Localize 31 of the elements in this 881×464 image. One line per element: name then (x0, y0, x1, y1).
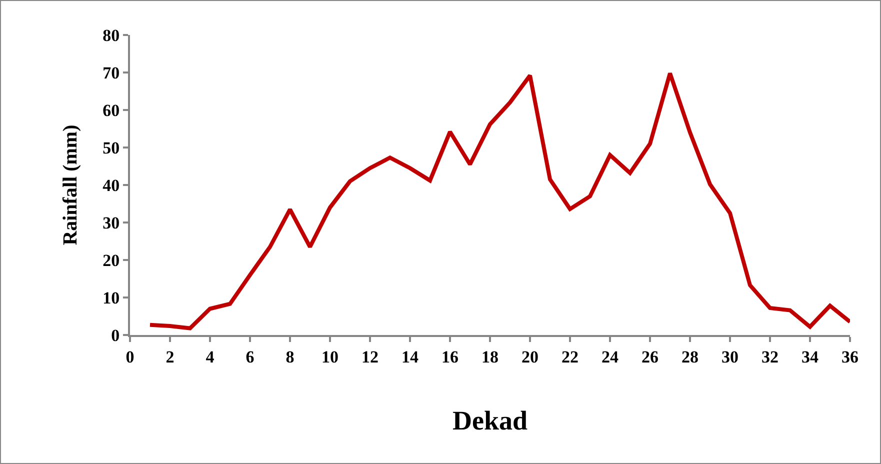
y-tick-label: 0 (111, 326, 120, 345)
y-axis-title: Rainfall (mm) (60, 124, 82, 246)
x-tick-label: 2 (166, 347, 174, 366)
x-tick-label: 14 (402, 347, 419, 366)
y-tick-label: 70 (102, 63, 120, 82)
x-tick-label: 30 (722, 347, 738, 366)
x-tick-label: 26 (642, 347, 658, 366)
x-tick-label: 22 (562, 347, 578, 366)
y-tick-label: 40 (102, 176, 120, 195)
y-tick-label: 50 (102, 138, 120, 158)
x-tick-label: 36 (842, 347, 858, 366)
x-axis-title: Dekad (452, 405, 528, 436)
x-tick-label: 32 (762, 347, 778, 366)
y-tick-label: 10 (102, 288, 120, 308)
x-tick-label: 8 (286, 347, 294, 366)
x-tick-label: 0 (126, 347, 134, 366)
x-tick-label: 18 (482, 347, 498, 366)
x-tick-label: 6 (246, 347, 254, 366)
y-tick-label: 60 (102, 100, 120, 120)
y-tick-label: 20 (102, 250, 120, 270)
x-tick-label: 24 (602, 347, 619, 366)
x-tick-label: 16 (442, 347, 458, 366)
x-tick-label: 34 (802, 347, 819, 366)
x-tick-label: 12 (362, 347, 378, 366)
y-tick-label: 30 (102, 213, 120, 232)
x-tick-label: 4 (206, 347, 215, 366)
x-tick-label: 10 (322, 347, 338, 366)
x-tick-label: 20 (522, 347, 538, 366)
line-series (148, 71, 850, 330)
y-tick-label: 80 (102, 26, 120, 45)
x-tick-label: 28 (682, 347, 698, 366)
